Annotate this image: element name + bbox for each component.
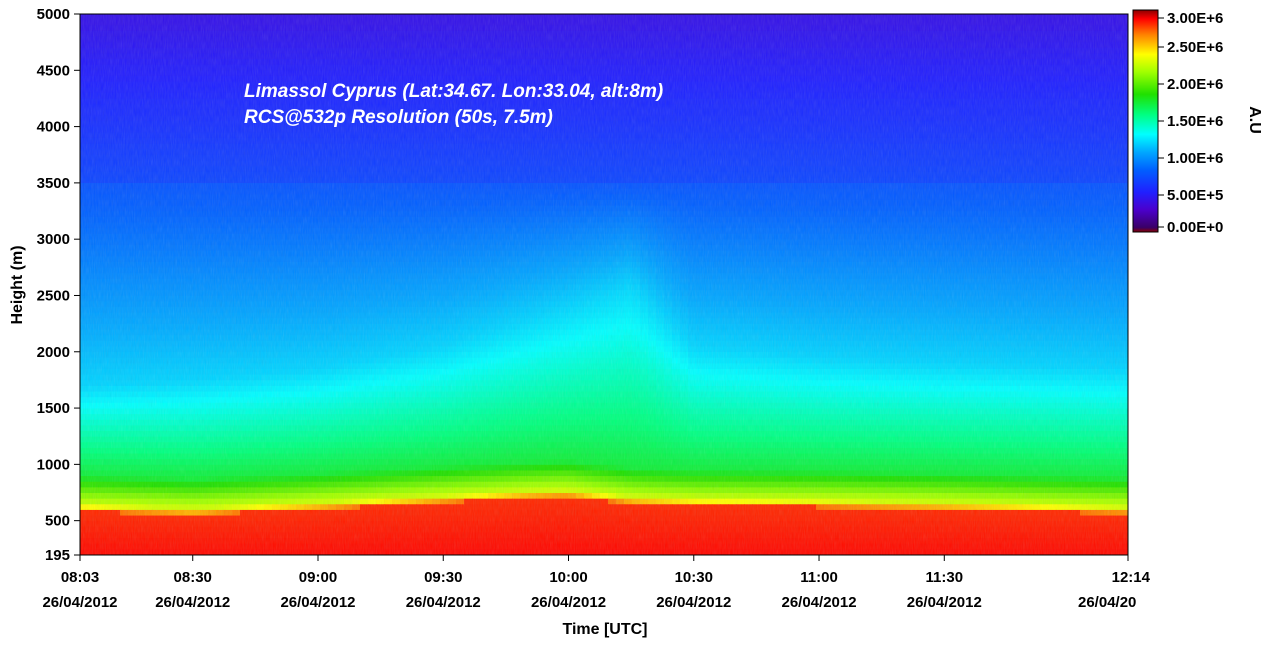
lidar-chart: Limassol Cyprus (Lat:34.67. Lon:33.04, a… — [9, 6, 1263, 638]
